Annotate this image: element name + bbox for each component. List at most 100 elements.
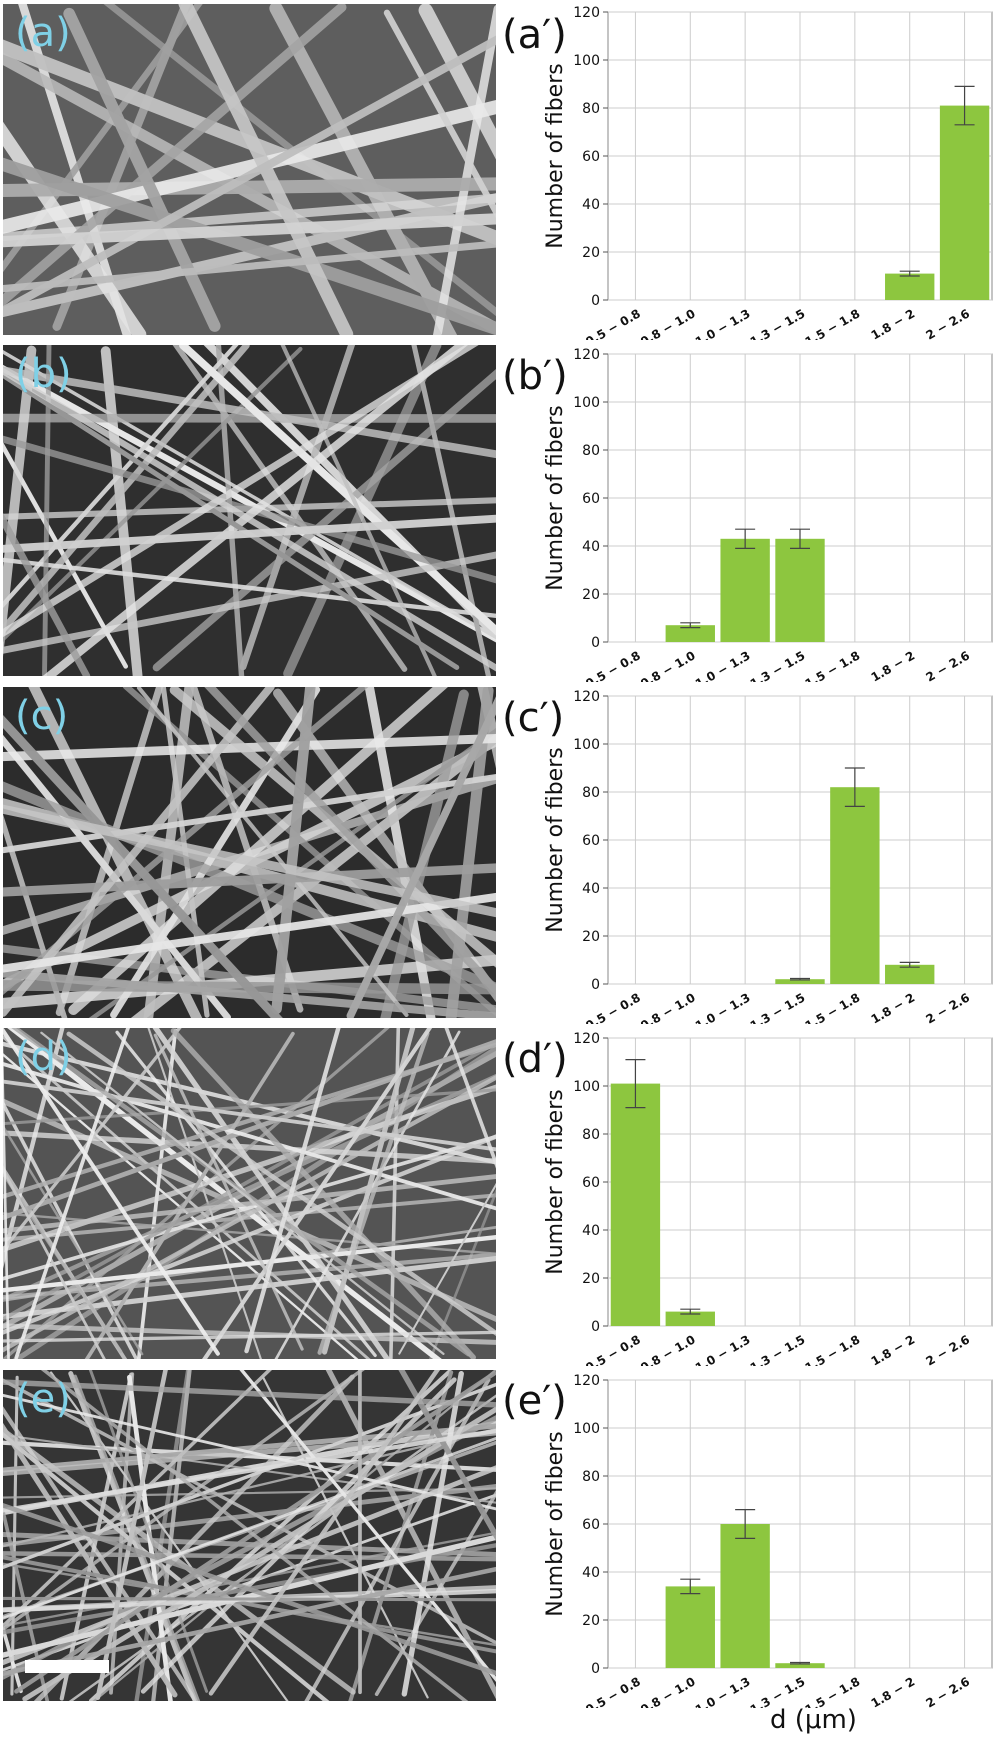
x-tick-label: 0.5 − 0.8 xyxy=(583,1332,643,1366)
error-bar xyxy=(844,767,865,808)
chart-label-e: (e′) xyxy=(502,1378,567,1424)
bar xyxy=(775,979,825,984)
bar xyxy=(830,787,880,984)
y-tick-label: 0 xyxy=(591,977,600,993)
y-tick-label: 80 xyxy=(582,1469,600,1485)
error-bar xyxy=(899,270,920,277)
histogram-d: 0 20 40 60 80 100 120 0.5 − 0.80.8 − 1.01.0 − 1… xyxy=(543,1031,993,1366)
bar xyxy=(885,273,935,300)
x-tick-label: 1.5 − 1.8 xyxy=(803,648,863,682)
y-tick-label: 60 xyxy=(582,1175,600,1191)
y-tick-label: 60 xyxy=(582,1517,600,1533)
y-tick-label: 20 xyxy=(582,1271,600,1287)
error-bar xyxy=(954,85,975,126)
panel-label-e: (e) xyxy=(15,1376,71,1422)
x-tick-label: 2 − 2.6 xyxy=(923,1332,972,1366)
x-tick-label: 0.8 − 1.0 xyxy=(638,990,698,1024)
y-tick-label: 80 xyxy=(582,785,600,801)
x-tick-label: 0.5 − 0.8 xyxy=(583,306,643,340)
histogram-b: 0 20 40 60 80 100 120 0.5 − 0.80.8 − 1.01.0 − 1… xyxy=(543,347,993,682)
x-tick-label: 0.8 − 1.0 xyxy=(638,306,698,340)
y-tick-label: 20 xyxy=(582,929,600,945)
error-bar xyxy=(735,528,756,549)
y-tick-label: 120 xyxy=(573,689,600,705)
x-tick-label: 1.3 − 1.5 xyxy=(748,1332,808,1366)
y-tick-label: 120 xyxy=(573,1031,600,1047)
error-bar xyxy=(790,1661,810,1665)
y-tick-label: 0 xyxy=(591,293,600,309)
x-tick-label: 1.8 − 2 xyxy=(869,990,918,1024)
y-tick-label: 60 xyxy=(582,149,600,165)
y-tick-label: 60 xyxy=(582,491,600,507)
x-tick-label: 1.0 − 1.3 xyxy=(693,306,753,340)
panel-label-a: (a) xyxy=(15,10,71,56)
y-axis-label: Number of fibers xyxy=(543,1431,568,1616)
x-tick-label: 1.0 − 1.3 xyxy=(693,990,753,1024)
sem-image-d: (d) xyxy=(3,1028,496,1359)
x-tick-label: 1.3 − 1.5 xyxy=(748,1674,808,1708)
y-tick-label: 0 xyxy=(591,1661,600,1677)
x-tick-label: 2 − 2.6 xyxy=(923,1674,972,1708)
y-tick-label: 40 xyxy=(582,539,600,555)
x-tick-label: 1.8 − 2 xyxy=(869,648,918,682)
histogram-e: 0 20 40 60 80 100 120 0.5 − 0.80.8 − 1.01.0 − 1… xyxy=(543,1373,993,1708)
chart-label-b: (b′) xyxy=(502,353,568,399)
y-tick-label: 100 xyxy=(573,1421,600,1437)
bar xyxy=(939,105,990,300)
x-tick-label: 0.8 − 1.0 xyxy=(638,648,698,682)
bar xyxy=(610,1083,661,1326)
y-tick-label: 40 xyxy=(582,197,600,213)
histogram-a: 0 20 40 60 80 100 120 0.5 − 0.80.8 − 1.01.0 − 1… xyxy=(543,5,993,340)
x-tick-label: 1.8 − 2 xyxy=(869,1674,918,1708)
x-tick-label: 1.8 − 2 xyxy=(869,306,918,340)
sem-image-c: (c) xyxy=(3,687,496,1018)
x-tick-label: 1.0 − 1.3 xyxy=(693,648,753,682)
y-tick-label: 100 xyxy=(573,53,600,69)
chart-label-d: (d′) xyxy=(502,1036,568,1082)
error-bar xyxy=(735,1509,756,1539)
x-tick-label: 0.5 − 0.8 xyxy=(583,648,643,682)
y-tick-label: 80 xyxy=(582,101,600,117)
y-tick-label: 120 xyxy=(573,5,600,21)
y-tick-label: 0 xyxy=(591,1319,600,1335)
x-tick-label: 1.5 − 1.8 xyxy=(803,306,863,340)
x-tick-label: 1.5 − 1.8 xyxy=(803,1332,863,1366)
y-tick-label: 0 xyxy=(591,635,600,651)
bar xyxy=(885,964,935,984)
x-tick-label: 1.3 − 1.5 xyxy=(748,990,808,1024)
error-bar xyxy=(790,528,810,549)
y-axis-label: Number of fibers xyxy=(543,405,568,590)
bar xyxy=(720,538,770,642)
bar xyxy=(720,1524,770,1668)
histogram-c: 0 20 40 60 80 100 120 0.5 − 0.80.8 − 1.01.0 − 1… xyxy=(543,689,993,1024)
y-tick-label: 20 xyxy=(582,587,600,603)
bar xyxy=(775,1663,825,1668)
x-tick-label: 1.5 − 1.8 xyxy=(803,1674,863,1708)
x-tick-label: 2 − 2.6 xyxy=(923,990,972,1024)
panel-label-c: (c) xyxy=(15,693,69,739)
chart-label-c: (c′) xyxy=(502,695,565,741)
bar xyxy=(665,1311,715,1326)
y-axis-label: Number of fibers xyxy=(543,747,568,932)
y-tick-label: 100 xyxy=(573,1079,600,1095)
panel-label-d: (d) xyxy=(15,1034,72,1080)
error-bar xyxy=(680,622,701,629)
y-tick-label: 20 xyxy=(582,245,600,261)
error-bar xyxy=(680,1578,701,1595)
x-axis-label: d (μm) xyxy=(770,1705,857,1735)
error-bar xyxy=(790,977,810,981)
error-bar xyxy=(625,1058,646,1109)
y-tick-label: 60 xyxy=(582,833,600,849)
bar xyxy=(665,1586,715,1668)
panel-label-b: (b) xyxy=(15,351,72,397)
y-tick-label: 80 xyxy=(582,1127,600,1143)
x-tick-label: 1.3 − 1.5 xyxy=(748,306,808,340)
x-tick-label: 1.0 − 1.3 xyxy=(693,1674,753,1708)
y-tick-label: 120 xyxy=(573,1373,600,1389)
x-tick-label: 1.5 − 1.8 xyxy=(803,990,863,1024)
error-bar xyxy=(680,1308,701,1315)
chart-label-a: (a′) xyxy=(502,12,567,58)
x-tick-label: 0.5 − 0.8 xyxy=(583,1674,643,1708)
bar xyxy=(775,538,825,642)
sem-image-a: (a) xyxy=(3,4,496,335)
